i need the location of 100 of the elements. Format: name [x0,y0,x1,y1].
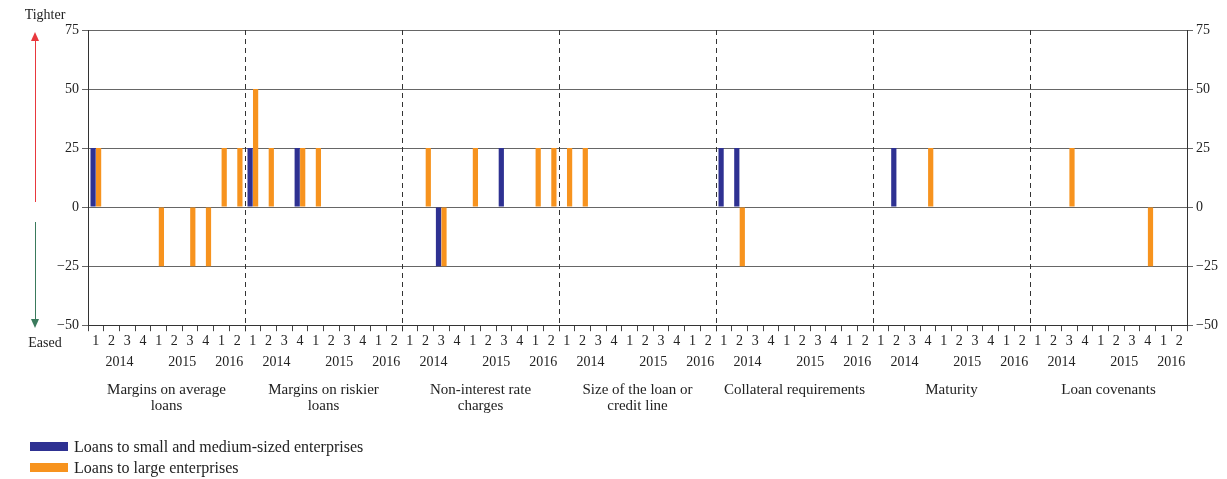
text: 2015 [325,353,354,369]
x-tick-label: 1 [688,333,696,349]
x-tick-label: 1 [406,333,414,349]
x-tick-label: 2 [1018,333,1026,349]
x-tick-label: 2 [390,333,398,349]
text: 2014 [890,353,919,369]
x-tick-label: 3 [971,333,979,349]
text: 2014 [105,353,134,369]
text: 2016 [1157,353,1186,369]
text: 2016 [843,353,872,369]
y-tick-label: 75 [65,21,79,37]
x-tick-label: 1 [940,333,948,349]
x-tick-label: 1 [626,333,634,349]
x-tick-label: 2 [1112,333,1120,349]
x-tick-label: 4 [767,333,775,349]
x-tick-label: 2 [579,333,587,349]
x-tick-label: 3 [280,333,288,349]
x-tick-label: 4 [1144,333,1152,349]
x-axis-title: Loan covenants [1061,381,1156,398]
x-tick-label: 2 [265,333,273,349]
x-tick-label: 2 [422,333,430,349]
x-tick-label: 4 [1081,333,1089,349]
x-tick-label: 1 [531,333,539,349]
y-tick-label: 50 [65,80,79,96]
x-axis-title: Collateral requirements [723,381,866,398]
x-tick-label: 1 [374,333,382,349]
x-tick-label: 1 [563,333,571,349]
x-tick-label: 2 [170,333,178,349]
x-tick-label: 4 [610,333,618,349]
x-tick-label: 2 [233,333,241,349]
y-tick-label: −50 [57,316,79,332]
text: 2014 [419,353,448,369]
x-tick-label: 2 [327,333,335,349]
x-tick-label: 3 [751,333,759,349]
text: 2015 [1110,353,1139,369]
x-tick-label: 2 [798,333,806,349]
x-tick-label: 4 [296,333,304,349]
x-tick-label: 4 [516,333,524,349]
x-axis-title: Non-interest rate charges [429,381,532,414]
x-tick-label: 1 [1097,333,1105,349]
text: 2016 [686,353,715,369]
x-tick-label: 3 [500,333,508,349]
x-tick-label: 3 [908,333,916,349]
x-tick-label: 1 [1034,333,1042,349]
y2-tick-label: −50 [1196,316,1218,332]
text: Eased [28,334,62,350]
legend-label: Loans to small and medium-sized enterprises [74,437,364,456]
y-tick-label: 25 [65,139,79,155]
x-tick-label: 4 [830,333,838,349]
y2-tick-label: 75 [1196,21,1210,37]
text: 2015 [953,353,982,369]
x-tick-label: 2 [704,333,712,349]
text: 2014 [262,353,291,369]
y2-tick-label: 0 [1196,198,1203,214]
x-tick-label: 1 [312,333,320,349]
x-axis-title: Margins on riskier loans [268,381,379,414]
x-axis-title: Size of the loan or credit line [582,381,693,414]
legend-label: Loans to large enterprises [74,458,239,477]
text: Tighter [24,6,66,22]
y-tick-label: −25 [57,257,79,273]
x-tick-label: 4 [139,333,147,349]
text: 2015 [796,353,825,369]
x-axis-title: Maturity [925,381,979,398]
text: 2014 [733,353,762,369]
x-axis-title: Margins on average loans [107,381,227,414]
x-tick-label: 3 [1065,333,1073,349]
x-tick-label: 4 [673,333,681,349]
x-tick-label: 3 [437,333,445,349]
x-tick-label: 1 [155,333,163,349]
x-tick-label: 2 [641,333,649,349]
x-tick-label: 1 [720,333,728,349]
x-tick-label: 3 [657,333,665,349]
x-tick-label: 1 [877,333,885,349]
y2-tick-label: −25 [1196,257,1218,273]
x-tick-label: 2 [736,333,744,349]
x-tick-label: 1 [783,333,791,349]
text: 2016 [372,353,401,369]
x-tick-label: 2 [1175,333,1183,349]
x-tick-label: 2 [955,333,963,349]
text: 2016 [1000,353,1029,369]
x-tick-label: 1 [249,333,257,349]
text: 2016 [529,353,558,369]
text: 2015 [482,353,511,369]
x-tick-label: 3 [343,333,351,349]
x-tick-label: 4 [359,333,367,349]
x-tick-label: 1 [92,333,100,349]
x-tick-label: 1 [217,333,225,349]
x-tick-label: 1 [845,333,853,349]
x-tick-label: 2 [108,333,116,349]
text: 2014 [576,353,605,369]
text: 2015 [168,353,197,369]
text: 2016 [215,353,244,369]
x-tick-label: 3 [814,333,822,349]
x-tick-label: 4 [924,333,932,349]
text: 2014 [1047,353,1076,369]
x-tick-label: 2 [861,333,869,349]
text: 2015 [639,353,668,369]
y-tick-label: 0 [72,198,79,214]
x-tick-label: 1 [1159,333,1167,349]
x-tick-label: 3 [123,333,131,349]
